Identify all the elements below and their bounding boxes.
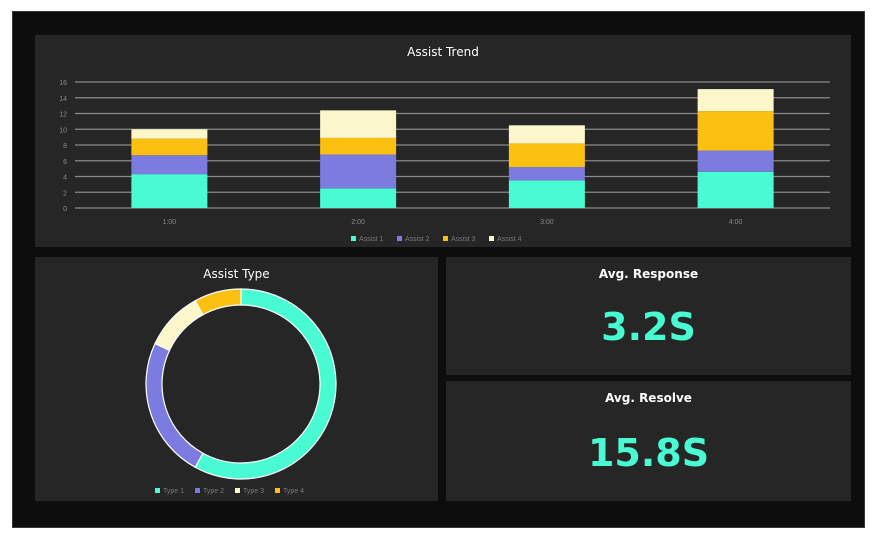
assist-type-title: Assist Type — [203, 267, 270, 281]
donut-slice — [194, 288, 337, 480]
bar-segment — [697, 89, 774, 112]
bar-segment — [131, 138, 208, 156]
bar-segment — [697, 150, 774, 172]
avg-resolve-panel: Avg. Resolve 15.8S — [446, 381, 851, 501]
bar-segment — [508, 143, 585, 168]
legend-label: Assist 2 — [405, 236, 430, 243]
bar-segment — [320, 188, 397, 208]
donut-slice — [154, 299, 204, 352]
assist-trend-title: Assist Trend — [407, 45, 479, 59]
bar-segment — [508, 125, 585, 144]
assist-trend-chart: 0 2 4 6 8 10 12 14 16 1:00 2:00 3:00 4:00 Assist 1 Ass… — [59, 80, 830, 243]
bar-segment — [131, 155, 208, 175]
legend-label: Type 4 — [283, 488, 304, 495]
legend-swatch — [351, 236, 356, 241]
bar-segment — [508, 180, 585, 208]
y-tick-label: 10 — [59, 127, 67, 134]
bar-segment — [320, 137, 397, 155]
bar-segment — [131, 129, 208, 139]
x-tick-label: 2:00 — [351, 219, 365, 226]
bar-segment — [320, 110, 397, 138]
y-tick-label: 16 — [59, 80, 67, 87]
x-tick-label: 4:00 — [729, 219, 743, 226]
y-tick-label: 14 — [59, 96, 67, 103]
legend-swatch — [195, 488, 200, 493]
legend-label: Assist 1 — [359, 236, 384, 243]
legend-label: Assist 4 — [497, 236, 522, 243]
bar-segment — [697, 111, 774, 151]
y-tick-label: 8 — [63, 143, 67, 150]
donut-slice — [194, 288, 242, 316]
bar-segment — [320, 154, 397, 189]
assist-type-chart: Type 1 Type 2 Type 3 Type 4 — [145, 288, 337, 495]
legend-swatch — [235, 488, 240, 493]
avg-response-panel: Avg. Response 3.2S — [446, 257, 851, 375]
assist-type-panel: Assist Type Type 1 Type 2 Type 3 Type 4 — [35, 257, 438, 501]
avg-resolve-label: Avg. Resolve — [605, 391, 692, 405]
x-tick-label: 3:00 — [540, 219, 554, 226]
avg-response-label: Avg. Response — [598, 267, 699, 281]
legend-swatch — [155, 488, 160, 493]
bar-segment — [697, 171, 774, 208]
legend-label: Type 2 — [203, 488, 224, 495]
bar-segment — [131, 174, 208, 208]
legend-swatch — [275, 488, 280, 493]
y-tick-label: 4 — [63, 175, 67, 182]
legend-label: Type 3 — [243, 488, 264, 495]
avg-resolve-value: 15.8S — [587, 431, 710, 475]
legend-swatch — [397, 236, 402, 241]
legend-swatch — [489, 236, 494, 241]
y-tick-label: 12 — [59, 112, 67, 119]
y-tick-label: 2 — [63, 190, 67, 197]
y-tick-label: 0 — [63, 206, 67, 213]
avg-response-value: 3.2S — [601, 305, 696, 349]
legend-label: Assist 3 — [451, 236, 476, 243]
bar-segment — [508, 167, 585, 181]
legend-swatch — [443, 236, 448, 241]
y-tick-label: 6 — [63, 159, 67, 166]
dashboard-frame: Assist Trend 0 2 4 6 8 10 12 14 16 1:00 2:00 3:00 4:… — [12, 11, 865, 528]
legend-label: Type 1 — [163, 488, 184, 495]
x-tick-label: 1:00 — [163, 219, 177, 226]
assist-trend-panel: Assist Trend 0 2 4 6 8 10 12 14 16 1:00 2:00 3:00 4:… — [35, 35, 851, 247]
donut-slice — [145, 342, 204, 469]
